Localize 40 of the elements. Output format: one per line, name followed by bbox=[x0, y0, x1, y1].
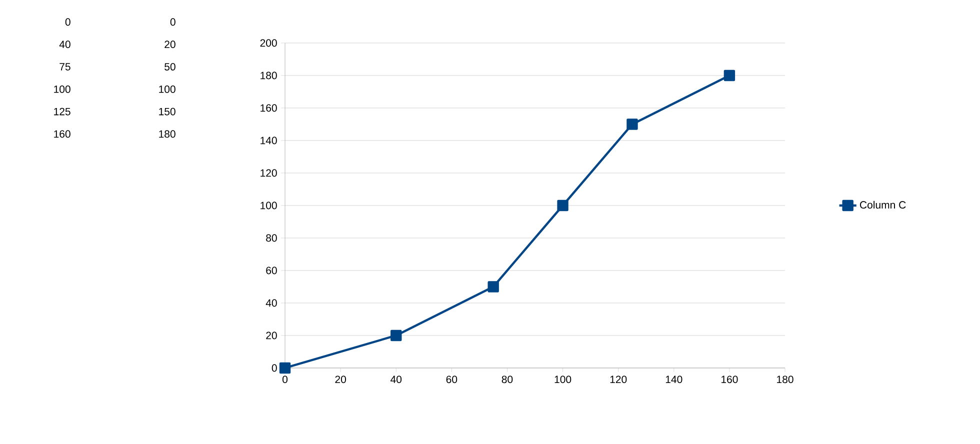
y-tick-label: 160 bbox=[260, 104, 277, 112]
x-tick-label: 60 bbox=[446, 376, 458, 384]
x-tick-label: 20 bbox=[335, 376, 346, 384]
x-tick-label: 140 bbox=[666, 376, 682, 384]
x-tick-label: 120 bbox=[610, 376, 627, 384]
y-tick-label: 200 bbox=[260, 39, 277, 47]
y-tick-label: 60 bbox=[266, 266, 277, 274]
x-tick-label: 100 bbox=[554, 376, 572, 384]
x-tick-label: 160 bbox=[721, 376, 738, 384]
x-tick-label: 180 bbox=[777, 376, 794, 384]
text: 0 bbox=[65, 18, 70, 26]
point bbox=[626, 118, 638, 130]
point bbox=[557, 200, 568, 212]
text: 0 bbox=[170, 18, 176, 26]
text: 125 bbox=[54, 108, 70, 116]
y-tick-label: 40 bbox=[266, 299, 277, 307]
y-tick-label: 140 bbox=[260, 136, 277, 144]
text: 100 bbox=[54, 85, 70, 93]
y-tick-label: 0 bbox=[272, 364, 277, 372]
point bbox=[279, 362, 291, 374]
y-tick-label: 180 bbox=[260, 72, 277, 80]
x-tick-label: 80 bbox=[502, 376, 513, 384]
y-tick-label: 120 bbox=[260, 169, 277, 177]
text: 180 bbox=[159, 130, 176, 138]
y-tick-label: 80 bbox=[266, 234, 277, 242]
point bbox=[488, 281, 499, 292]
point bbox=[390, 330, 402, 342]
point bbox=[724, 70, 736, 82]
x-tick-label: 0 bbox=[282, 376, 288, 384]
legend-label: Column C bbox=[860, 200, 906, 209]
x-tick-label: 40 bbox=[390, 376, 402, 384]
text: 40 bbox=[59, 40, 70, 48]
text: 50 bbox=[164, 63, 176, 71]
text: 20 bbox=[164, 40, 176, 48]
text: 150 bbox=[159, 108, 176, 116]
text: 160 bbox=[54, 130, 70, 138]
text: 100 bbox=[159, 85, 176, 93]
y-tick-label: 20 bbox=[266, 332, 277, 340]
text: 75 bbox=[60, 63, 70, 70]
y-tick-label: 100 bbox=[260, 202, 277, 210]
